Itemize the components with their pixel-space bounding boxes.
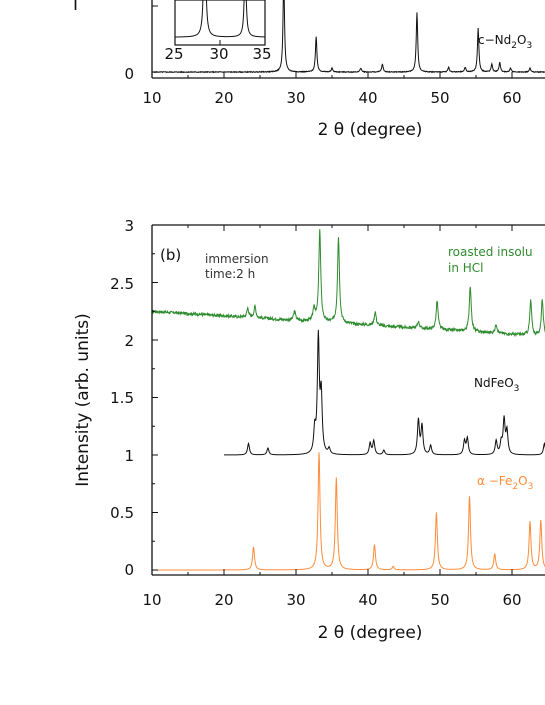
subscript: 3 [528,482,534,492]
x-tick-label: 50 [430,89,449,107]
panel-b: (b) immersion time:2 h roasted insolu in… [73,217,545,643]
x-tick-label: 30 [286,89,305,107]
subscript: 2 [512,482,518,492]
x-axis-title: 2 θ (degree) [318,623,423,643]
x-tick-label: 20 [214,591,233,609]
x-tick-label: 10 [142,89,161,107]
panel-top: I 25 30 35 c−Nd2O3 0 10 20 30 40 50 60 2… [73,0,545,140]
inset-x-tick-label: 25 [164,45,183,63]
series-label-text: O [517,33,526,47]
panel-tag: (b) [160,246,181,264]
series-label-text: c−Nd [478,33,511,47]
series-label-fe2o3: α −Fe2O3 [477,474,533,492]
inset-x-tick-label: 30 [209,45,228,63]
y-tick-label: 1 [124,447,134,465]
series-line [151,229,545,337]
x-tick-label: 40 [358,591,377,609]
x-tick-label: 60 [502,591,521,609]
x-tick-label: 30 [286,591,305,609]
x-tick-label: 60 [502,89,521,107]
series-label-text: O [518,474,527,488]
inset-plot: 25 30 35 [164,0,272,63]
series-line [151,0,545,74]
top-axes: I [73,0,545,79]
series-line [224,329,545,456]
top-plot-area [151,0,545,74]
immersion-note-line1: immersion [205,252,269,266]
x-tick-label: 40 [358,89,377,107]
y-tick-label: 2 [124,332,134,350]
y-tick-label: 0.5 [110,504,134,522]
inset-series [174,0,266,45]
y-axis-title: Intensity (arb. units) [73,313,93,486]
x-tick-label: 50 [430,591,449,609]
immersion-note-line2: time:2 h [205,267,255,281]
inset-frame [174,0,266,46]
subscript: 3 [526,41,532,51]
series-label-text: NdFeO [474,376,514,390]
y-tick-label: 1.5 [110,389,134,407]
y-tick-label: 3 [124,217,134,235]
series-label-ndfeo3: NdFeO3 [474,376,519,394]
panel-b-axes [151,224,545,576]
y-tick-label: 0 [124,561,134,579]
panel-b-plot-area [151,229,545,571]
series-label-nd2o3: c−Nd2O3 [478,33,532,51]
series-label-text: α −Fe [477,474,512,488]
inset-x-tick-label: 35 [252,45,271,63]
x-tick-label: 20 [214,89,233,107]
x-axis-title: 2 θ (degree) [318,120,423,140]
inset-series-line [174,0,266,38]
series-line [152,452,545,571]
subscript: 3 [514,384,520,394]
subscript: 2 [511,41,517,51]
y-axis-title-clipped: I [73,0,78,15]
series-label-roasted-line1: roasted insolu [448,245,533,259]
series-label-roasted-line2: in HCl [448,261,484,275]
y-tick-label: 0 [124,65,134,83]
x-tick-label: 10 [142,591,161,609]
y-tick-label: 2.5 [110,275,134,293]
